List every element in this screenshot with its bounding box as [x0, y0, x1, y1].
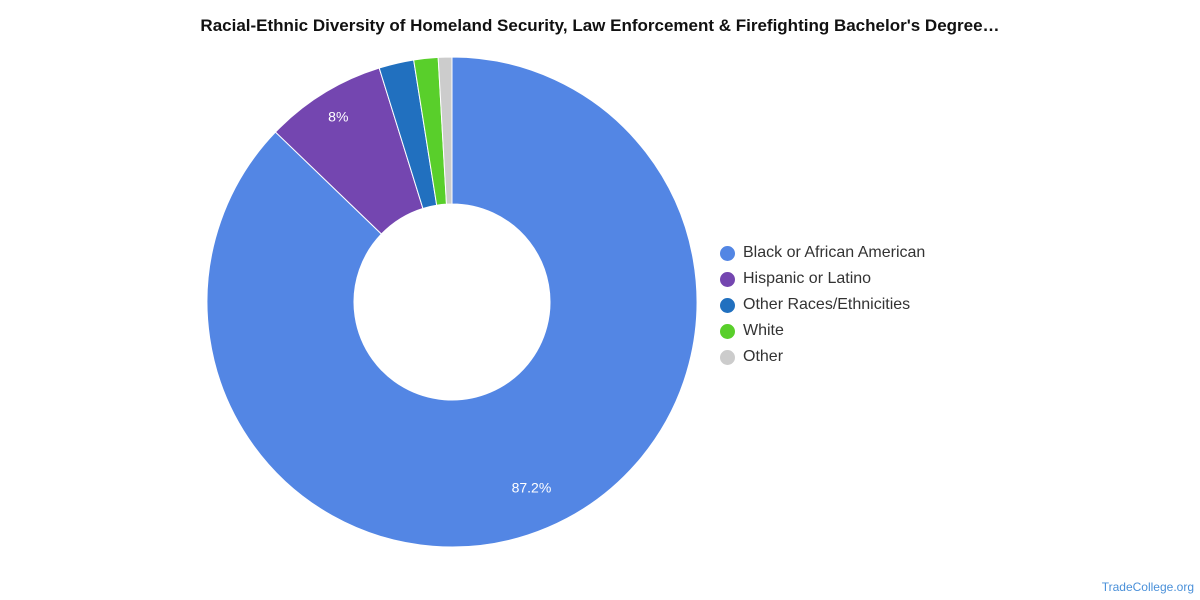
legend-label: White — [743, 322, 784, 339]
legend-label: Black or African American — [743, 244, 926, 261]
legend-swatch — [720, 245, 735, 261]
legend-item[interactable]: Black or African American — [720, 240, 925, 266]
legend-item[interactable]: Other Races/Ethnicities — [720, 292, 925, 318]
chart-legend: Black or African American Hispanic or Lat… — [720, 240, 925, 370]
legend-swatch — [720, 271, 735, 287]
slice-black-or-african-american — [206, 56, 698, 548]
legend-swatch — [720, 349, 735, 365]
legend-label: Other — [743, 348, 784, 365]
data-label-0: 87.2% — [512, 480, 552, 496]
legend-label: Other Races/Ethnicities — [743, 296, 911, 313]
legend-item[interactable]: Hispanic or Latino — [720, 266, 925, 292]
legend-swatch — [720, 297, 735, 313]
slice-other — [437, 56, 453, 205]
data-label-1: 8% — [328, 108, 348, 124]
legend-label: Hispanic or Latino — [743, 270, 872, 287]
legend-swatch — [720, 323, 735, 339]
legend-item[interactable]: Other — [720, 344, 925, 370]
source-label: TradeCollege.org — [1101, 580, 1194, 594]
legend-item[interactable]: White — [720, 318, 925, 344]
chart-title: Racial-Ethnic Diversity of Homeland Secu… — [200, 16, 1000, 35]
